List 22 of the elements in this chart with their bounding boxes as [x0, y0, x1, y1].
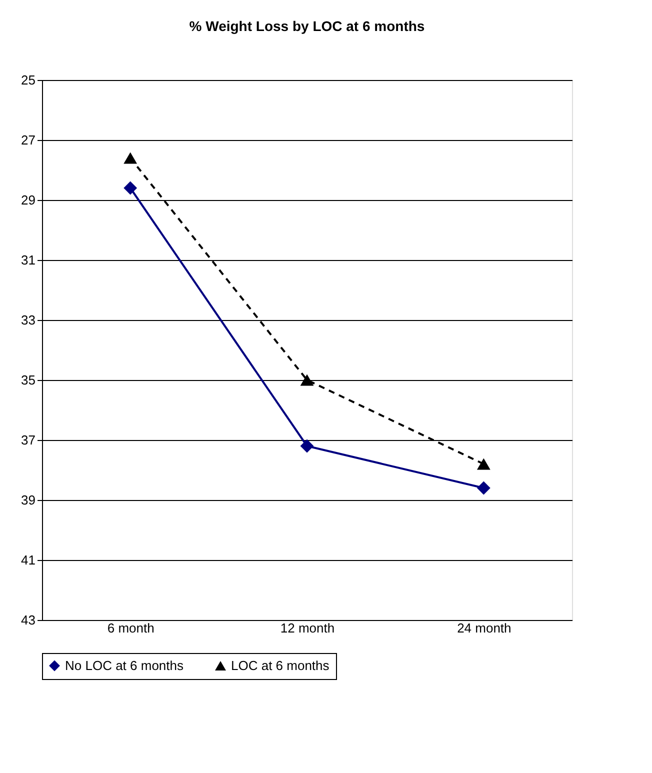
point — [124, 152, 138, 164]
y-tick-label: 37 — [21, 432, 36, 448]
y-tick-label: 43 — [21, 612, 36, 628]
y-tick-label: 41 — [21, 552, 36, 568]
x-tick-label: 6 month — [107, 620, 154, 636]
chart-title: % Weight Loss by LOC at 6 months — [189, 18, 425, 34]
point — [476, 458, 490, 470]
y-tick-label: 35 — [21, 372, 36, 388]
y-tick-label: 39 — [21, 492, 36, 508]
y-tick-label: 33 — [21, 312, 36, 328]
y-tick-label: 29 — [21, 192, 36, 208]
point — [300, 374, 314, 386]
y-tick-label: 31 — [21, 252, 36, 268]
y-tick-label: 25 — [21, 72, 36, 88]
point — [300, 439, 314, 453]
legend-label: LOC at 6 months — [231, 658, 330, 673]
y-tick-label: 27 — [21, 132, 36, 148]
point — [476, 481, 490, 495]
x-tick-label: 12 month — [280, 620, 335, 636]
point — [124, 181, 138, 195]
legend-label: No LOC at 6 months — [65, 658, 184, 673]
x-tick-label: 24 month — [457, 620, 512, 636]
